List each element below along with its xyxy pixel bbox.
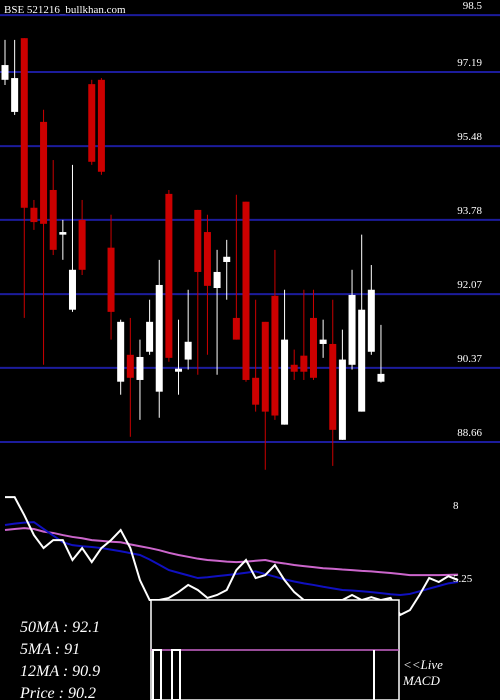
candle-body bbox=[309, 317, 317, 378]
candle-body bbox=[281, 339, 289, 425]
candle-body bbox=[97, 79, 105, 172]
candle-body bbox=[136, 356, 144, 380]
candle-body bbox=[107, 247, 115, 312]
candle-body bbox=[126, 354, 134, 378]
candle-body bbox=[232, 317, 240, 340]
candle-body bbox=[377, 373, 385, 382]
candle-body bbox=[184, 341, 192, 360]
candle-body bbox=[30, 207, 38, 223]
candle-body bbox=[300, 355, 308, 372]
y-tick-label: 97.19 bbox=[457, 57, 482, 69]
indicator-label: MACD bbox=[402, 673, 440, 688]
ma-label: Price : 90.2 bbox=[19, 685, 96, 700]
candle-body bbox=[59, 232, 67, 235]
box-bar bbox=[171, 649, 181, 700]
ma-label: 12MA : 90.9 bbox=[20, 663, 100, 680]
candle-body bbox=[146, 321, 154, 352]
y-tick-label: 5.25 bbox=[453, 573, 473, 585]
candle-body bbox=[290, 364, 298, 372]
candle-body bbox=[348, 294, 356, 365]
candle-body bbox=[194, 209, 202, 272]
candle-body bbox=[338, 359, 346, 440]
candle-body bbox=[252, 377, 260, 405]
y-tick-label: 88.66 bbox=[457, 427, 482, 439]
indicator-label: <<Live bbox=[403, 657, 443, 672]
y-tick-label: 95.48 bbox=[457, 131, 482, 143]
candle-body bbox=[319, 339, 327, 344]
candle-body bbox=[49, 189, 57, 250]
candle-body bbox=[367, 289, 375, 352]
macd-line bbox=[4, 527, 459, 577]
y-tick-label: 98.5 bbox=[463, 0, 483, 12]
candle-body bbox=[68, 269, 76, 310]
y-tick-label: 8 bbox=[453, 500, 459, 512]
candle-body bbox=[242, 201, 250, 380]
y-tick-label: 93.78 bbox=[457, 205, 482, 217]
macd-line bbox=[4, 521, 459, 597]
ma-label: 50MA : 92.1 bbox=[20, 619, 100, 636]
candle-body bbox=[88, 84, 96, 162]
candle-body bbox=[223, 256, 231, 262]
candle-body bbox=[175, 368, 183, 372]
candle-body bbox=[155, 284, 163, 392]
chart-title: BSE 521216_bullkhan.com bbox=[4, 4, 126, 16]
candle-body bbox=[203, 232, 211, 286]
candle-body bbox=[358, 309, 366, 412]
candle-body bbox=[165, 193, 173, 358]
candle-body bbox=[329, 343, 337, 430]
candle-body bbox=[1, 65, 9, 80]
candle-body bbox=[78, 219, 86, 270]
candle-body bbox=[11, 78, 19, 112]
candle-body bbox=[117, 321, 125, 382]
candle-body bbox=[40, 121, 48, 224]
candle-body bbox=[20, 38, 28, 208]
box-bar bbox=[152, 649, 162, 700]
y-tick-label: 92.07 bbox=[457, 279, 482, 291]
candle-body bbox=[213, 271, 221, 289]
ma-label: 5MA : 91 bbox=[20, 641, 80, 658]
y-tick-label: 90.37 bbox=[457, 353, 482, 365]
candle-body bbox=[261, 321, 269, 412]
candle-body bbox=[271, 295, 279, 416]
